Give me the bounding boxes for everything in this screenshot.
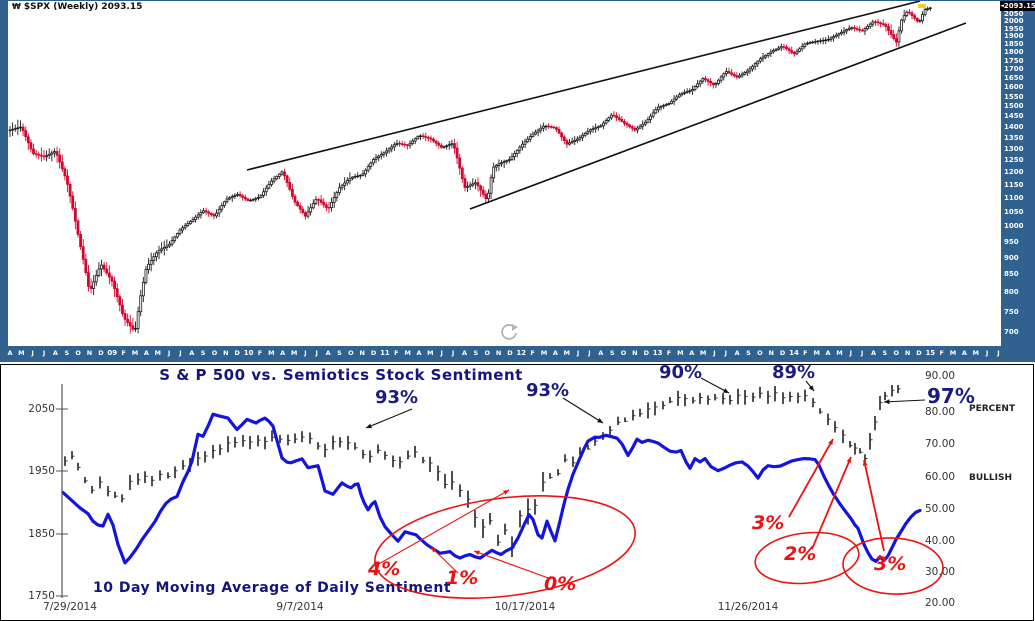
symbol-title: $SPX (Weekly) 2093.15 xyxy=(23,2,143,12)
sentiment-line xyxy=(61,412,922,565)
last-price-badge: ◄2093.15 xyxy=(1000,1,1035,11)
price-axis-left xyxy=(56,384,68,598)
bottom-chart-title: S & P 500 vs. Semiotics Stock Sentiment xyxy=(159,366,523,384)
spx-weekly-candles xyxy=(8,6,932,334)
latest-candle-highlight xyxy=(918,4,926,8)
price-arrow-icon: ◄ xyxy=(1000,3,1004,9)
sp500-price-bars xyxy=(64,385,901,557)
navy-annotation-arrows xyxy=(365,377,926,429)
left-edge-bar xyxy=(0,1,8,362)
chart-header: ₩ $SPX (Weekly) 2093.15 xyxy=(12,2,142,13)
stockcharts-watermark-icon xyxy=(501,324,518,340)
stockcharts-logo-icon: ₩ xyxy=(12,2,21,11)
wedge-trendlines xyxy=(246,1,967,210)
red-annotation-marks xyxy=(374,438,944,599)
price-axis-strip xyxy=(1001,1,1035,346)
time-axis-strip xyxy=(8,346,1035,362)
last-price-value: 2093.15 xyxy=(1003,2,1035,10)
sentiment-footer-label: 10 Day Moving Average of Daily Sentiment xyxy=(93,580,452,596)
